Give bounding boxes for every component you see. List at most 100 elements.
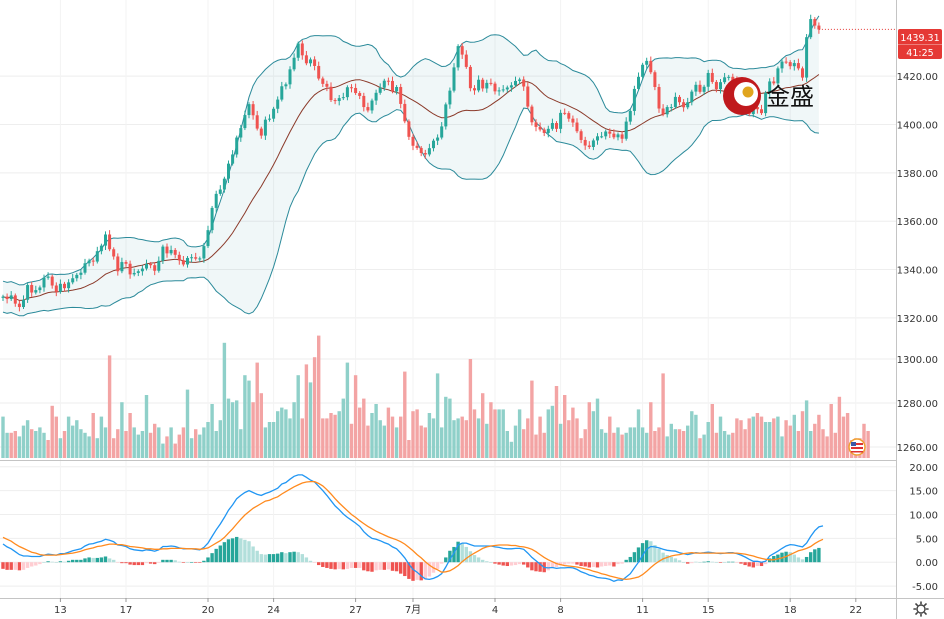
candle-body — [576, 123, 579, 132]
volume-bar — [534, 435, 537, 458]
volume-bar — [502, 409, 505, 458]
macd-histogram-bar — [522, 562, 525, 564]
macd-histogram-bar — [10, 562, 13, 570]
volume-bar — [243, 375, 246, 458]
candle-body — [461, 46, 464, 54]
volume-bar — [616, 427, 619, 458]
volume-bar — [600, 429, 603, 458]
candle-body — [518, 80, 521, 81]
candle-body — [161, 247, 164, 261]
candle-body — [71, 278, 74, 282]
macd-tick-label: 10.00 — [909, 510, 938, 521]
candle-body — [100, 246, 103, 252]
candle-body — [678, 97, 681, 102]
macd-histogram-bar — [625, 560, 628, 562]
volume-bar — [797, 431, 800, 458]
macd-histogram-bar — [661, 553, 664, 563]
macd-histogram-bar — [817, 548, 820, 562]
volume-bar — [678, 429, 681, 458]
candle-body — [785, 62, 788, 63]
volume-bar — [555, 386, 558, 458]
price-panel[interactable] — [2, 15, 897, 316]
candle-body — [727, 77, 730, 78]
candle-body — [51, 277, 54, 286]
macd-histogram-bar — [424, 562, 427, 579]
volume-panel[interactable] — [1, 336, 870, 458]
macd-histogram-bar — [764, 562, 767, 564]
candle-body — [649, 61, 652, 72]
volume-bar — [133, 427, 136, 458]
volume-bar — [309, 382, 312, 458]
candle-body — [34, 290, 37, 292]
volume-bar — [489, 402, 492, 458]
candle-body — [141, 269, 144, 272]
macd-tick-label: 5.00 — [916, 534, 938, 545]
candle-body — [428, 148, 431, 154]
volume-bar — [63, 431, 66, 458]
volume-bar — [723, 431, 726, 458]
volume-bar — [338, 411, 341, 458]
candle-body — [703, 87, 706, 92]
volume-bar — [866, 431, 869, 458]
macd-histogram-bar — [797, 557, 800, 562]
volume-bar — [559, 424, 562, 458]
volume-bar — [67, 417, 70, 458]
volume-bar — [280, 408, 283, 458]
macd-histogram-bar — [157, 562, 160, 563]
volume-bar — [473, 409, 476, 458]
macd-histogram-bar — [612, 562, 615, 566]
candle-body — [75, 275, 78, 278]
macd-histogram-bar — [325, 562, 328, 568]
macd-histogram-bar — [723, 562, 726, 563]
candle-body — [198, 258, 201, 259]
volume-bar — [124, 431, 127, 458]
volume-bar — [174, 444, 177, 458]
candle-body — [256, 115, 259, 128]
time-axis[interactable]: 13 17 20 24 27 7月 4 8 11 15 18 22 — [54, 598, 862, 616]
volume-bar — [231, 402, 234, 458]
candle-body — [264, 120, 267, 136]
price-axis[interactable]: 1320.00 1340.00 1360.00 1380.00 1400.00 1420.… — [897, 72, 938, 454]
candle-body — [47, 277, 50, 278]
volume-bar — [79, 429, 82, 458]
volume-bar — [1, 417, 4, 458]
candle-body — [469, 67, 472, 88]
volume-bar — [297, 375, 300, 458]
volume-bar — [838, 397, 841, 458]
volume-bar — [657, 427, 660, 458]
candle-body — [178, 255, 181, 261]
macd-histogram-bar — [473, 555, 476, 562]
candle-body — [715, 82, 718, 89]
macd-histogram-bar — [30, 562, 33, 566]
candle-body — [202, 246, 205, 258]
candle-body — [658, 87, 661, 109]
macd-histogram-bar — [268, 554, 271, 562]
macd-axis[interactable]: -5.00 0.00 5.00 10.00 15.00 20.00 — [909, 463, 938, 593]
candle-body — [129, 264, 132, 275]
macd-histogram-bar — [288, 552, 291, 562]
candle-body — [522, 80, 525, 87]
volume-bar — [288, 418, 291, 458]
candle-body — [625, 122, 628, 139]
gear-icon[interactable] — [914, 602, 928, 616]
candle-body — [342, 97, 345, 98]
candle-body — [239, 128, 242, 137]
time-tick-label: 18 — [784, 605, 797, 616]
time-tick-label: 13 — [54, 605, 67, 616]
volume-bar — [346, 363, 349, 458]
macd-histogram-bar — [18, 562, 21, 570]
macd-histogram-bar — [608, 562, 611, 565]
candle-body — [387, 81, 390, 82]
candle-body — [432, 141, 435, 148]
volume-bar — [10, 433, 13, 458]
candle-body — [510, 85, 513, 87]
macd-histogram-bar — [256, 551, 259, 562]
macd-histogram-bar — [461, 544, 464, 563]
volume-bar — [46, 440, 49, 458]
volume-bar — [551, 406, 554, 458]
candle-body — [789, 62, 792, 66]
volume-bar — [625, 433, 628, 458]
candle-body — [682, 102, 685, 107]
volume-bar — [424, 427, 427, 458]
volume-bar — [42, 433, 45, 458]
